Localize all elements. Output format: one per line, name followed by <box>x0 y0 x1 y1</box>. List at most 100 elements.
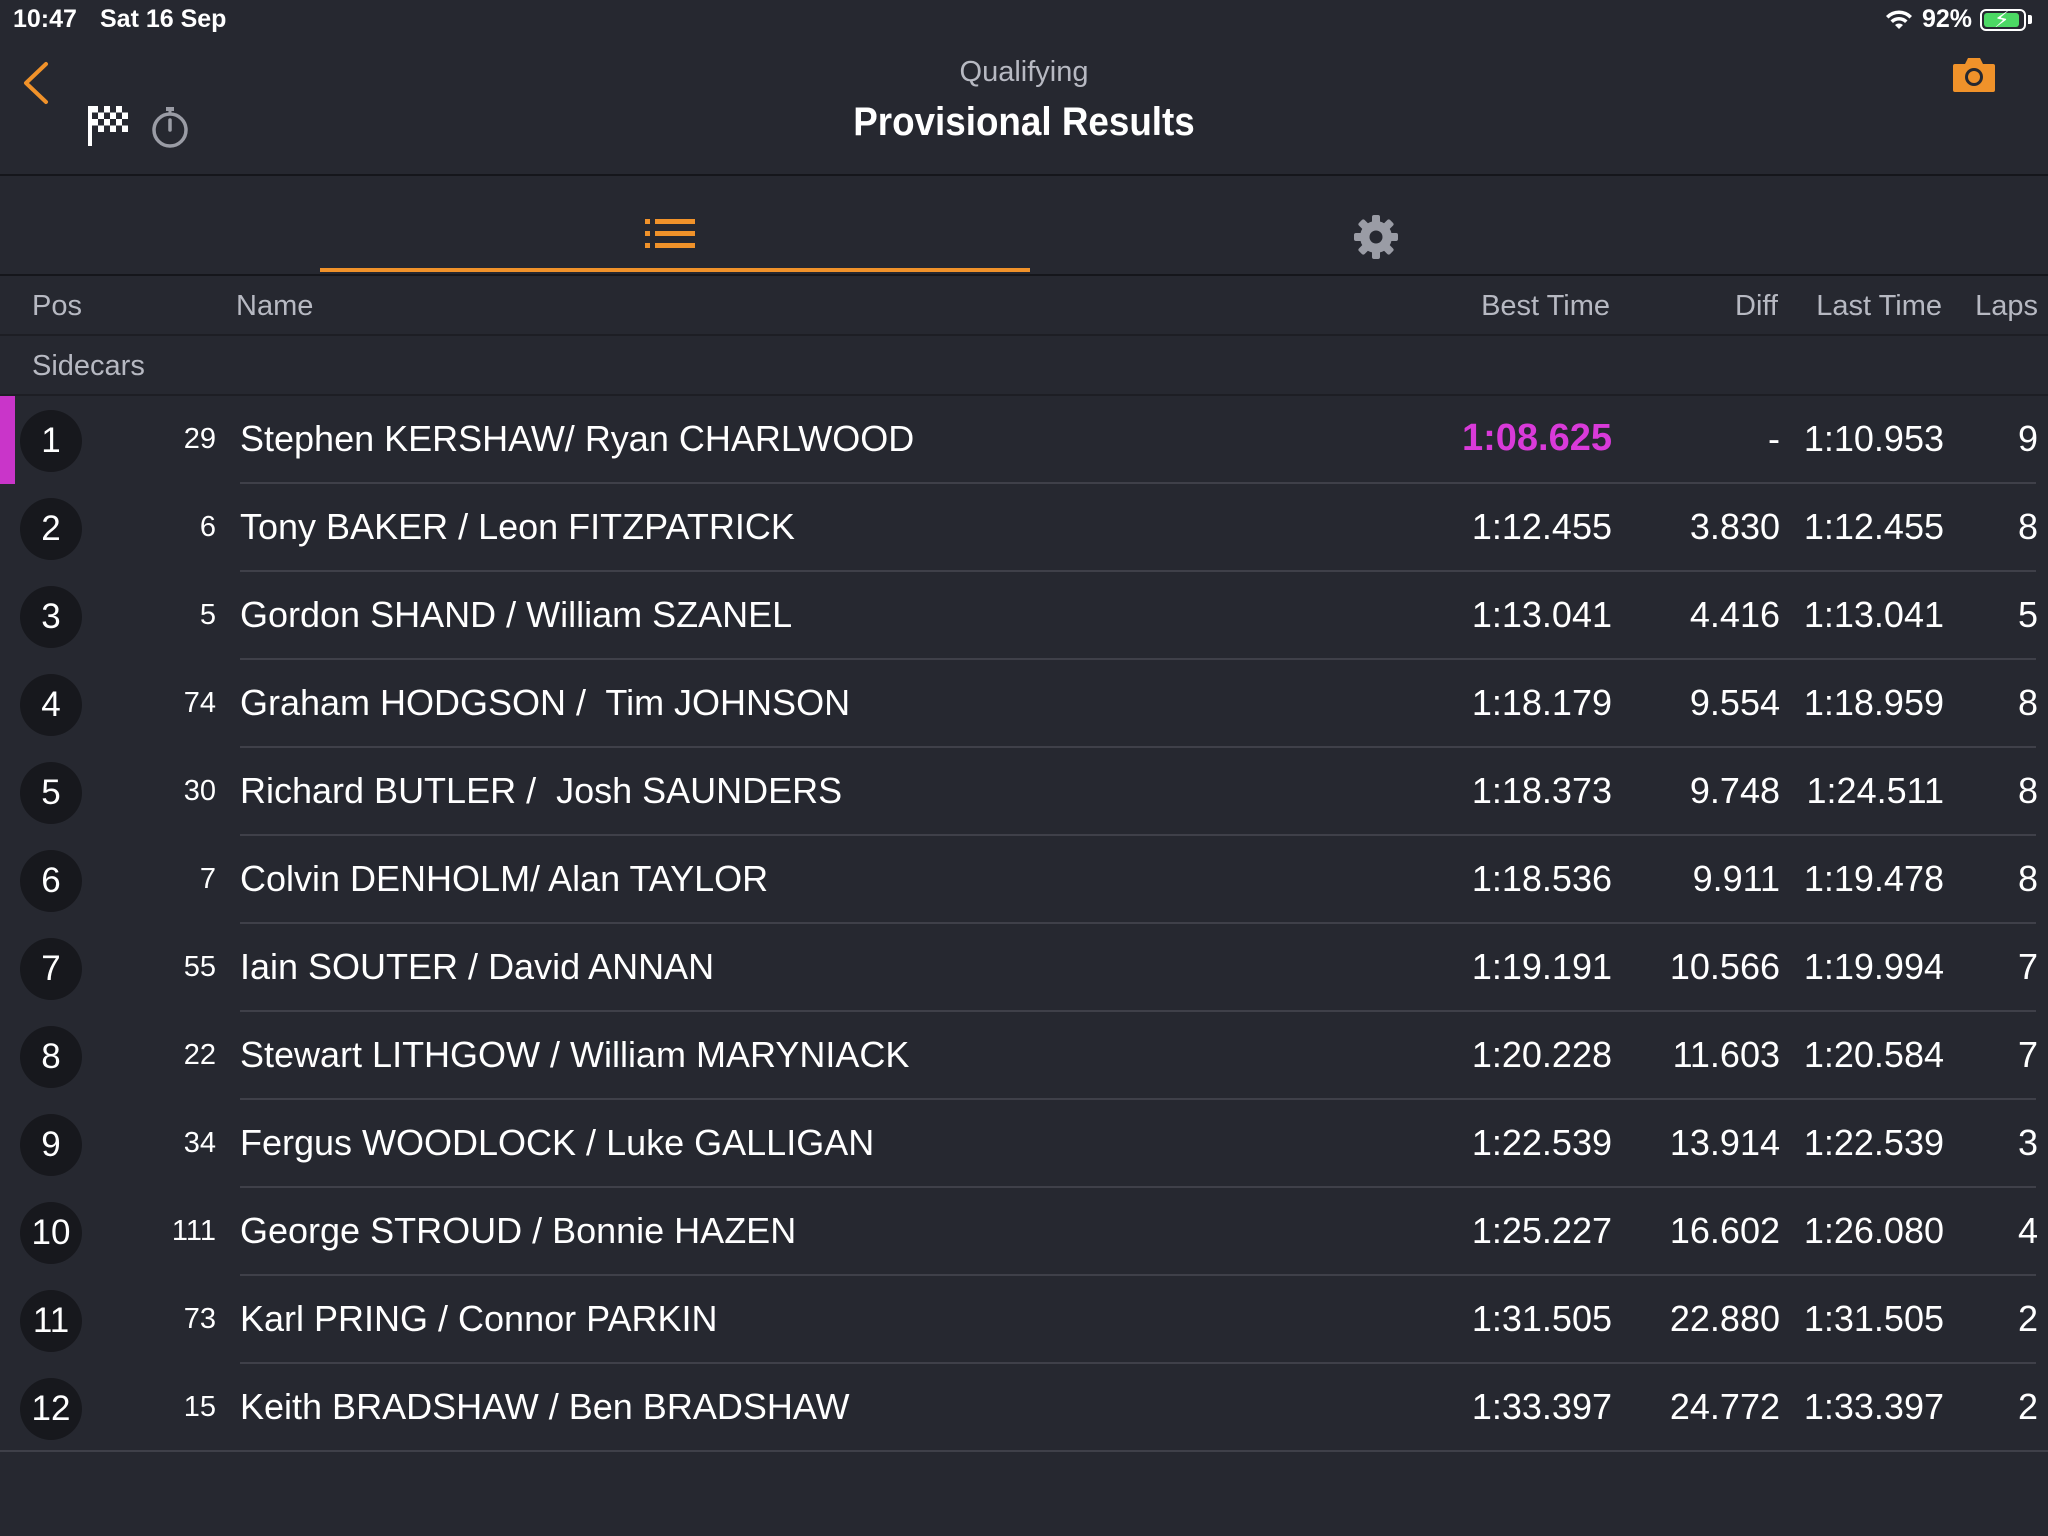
race-number: 34 <box>183 1127 216 1159</box>
race-number: 15 <box>183 1391 216 1423</box>
position-badge: 5 <box>20 762 82 824</box>
gap-diff: 9.748 <box>1689 770 1780 811</box>
col-diff: Diff <box>1735 290 1778 322</box>
page-title: Provisional Results <box>853 100 1195 144</box>
position-badge: 9 <box>20 1114 82 1176</box>
result-row[interactable]: 4 74 Graham HODGSON / Tim JOHNSON 1:18.1… <box>0 660 2048 748</box>
race-number: 6 <box>199 511 216 543</box>
fastest-marker <box>0 396 15 484</box>
col-best-time: Best Time <box>1481 290 1610 322</box>
last-time: 1:19.478 <box>1803 858 1944 899</box>
best-time: 1:18.179 <box>1471 682 1612 723</box>
result-row[interactable]: 9 34 Fergus WOODLOCK / Luke GALLIGAN 1:2… <box>0 1100 2048 1188</box>
back-button[interactable] <box>18 60 58 106</box>
last-time: 1:12.455 <box>1803 506 1944 547</box>
last-time: 1:20.584 <box>1803 1034 1944 1075</box>
result-row[interactable]: 12 15 Keith BRADSHAW / Ben BRADSHAW 1:33… <box>0 1364 2048 1452</box>
race-number: 7 <box>199 863 216 895</box>
best-time: 1:20.228 <box>1471 1034 1612 1075</box>
nav-header: Qualifying Provisional Results <box>0 40 2048 176</box>
stopwatch-icon[interactable] <box>148 104 192 150</box>
col-pos: Pos <box>32 290 82 322</box>
position-badge: 12 <box>20 1378 82 1440</box>
lap-count: 5 <box>2017 594 2038 635</box>
result-row[interactable]: 2 6 Tony BAKER / Leon FITZPATRICK 1:12.4… <box>0 484 2048 572</box>
class-name: Sidecars <box>32 350 145 382</box>
result-row[interactable]: 10 111 George STROUD / Bonnie HAZEN 1:25… <box>0 1188 2048 1276</box>
tab-settings[interactable] <box>1030 176 1720 272</box>
checkered-flag-icon[interactable] <box>86 102 132 148</box>
rider-names: Gordon SHAND / William SZANEL <box>240 594 793 635</box>
results-table: 1 29 Stephen KERSHAW/ Ryan CHARLWOOD 1:0… <box>0 396 2048 1452</box>
lap-count: 3 <box>2017 1122 2038 1163</box>
result-row[interactable]: 7 55 Iain SOUTER / David ANNAN 1:19.191 … <box>0 924 2048 1012</box>
result-row[interactable]: 3 5 Gordon SHAND / William SZANEL 1:13.0… <box>0 572 2048 660</box>
rider-names: Iain SOUTER / David ANNAN <box>240 946 715 987</box>
gap-diff: 9.911 <box>1692 858 1780 899</box>
result-row[interactable]: 1 29 Stephen KERSHAW/ Ryan CHARLWOOD 1:0… <box>0 396 2048 484</box>
position-badge: 10 <box>20 1202 82 1264</box>
results-column-header: Pos Name Best Time Diff Last Time Laps <box>0 276 2048 336</box>
last-time: 1:26.080 <box>1803 1210 1944 1251</box>
position-badge: 11 <box>20 1290 82 1352</box>
rider-names: Graham HODGSON / Tim JOHNSON <box>240 682 851 723</box>
rider-names: Karl PRING / Connor PARKIN <box>240 1298 718 1339</box>
last-time: 1:24.511 <box>1806 770 1944 811</box>
status-bar: 10:47 Sat 16 Sep 92% ⚡ <box>0 0 2048 40</box>
status-date: Sat 16 Sep <box>100 5 227 33</box>
battery-percent: 92% <box>1921 5 1972 33</box>
gap-diff: 22.880 <box>1669 1298 1780 1339</box>
lap-count: 4 <box>2017 1210 2038 1251</box>
gap-diff: 4.416 <box>1689 594 1780 635</box>
best-time: 1:31.505 <box>1471 1298 1612 1339</box>
last-time: 1:10.953 <box>1803 418 1944 459</box>
rider-names: Stewart LITHGOW / William MARYNIACK <box>240 1034 910 1075</box>
result-row[interactable]: 6 7 Colvin DENHOLM/ Alan TAYLOR 1:18.536… <box>0 836 2048 924</box>
rider-names: Richard BUTLER / Josh SAUNDERS <box>240 770 843 811</box>
lap-count: 7 <box>2017 1034 2038 1075</box>
position-badge: 4 <box>20 674 82 736</box>
lap-count: 7 <box>2017 946 2038 987</box>
last-time: 1:31.505 <box>1803 1298 1944 1339</box>
rider-names: Tony BAKER / Leon FITZPATRICK <box>240 506 795 547</box>
battery-icon: ⚡ <box>1980 7 2026 32</box>
race-number: 22 <box>183 1039 216 1071</box>
gap-diff: 24.772 <box>1669 1386 1780 1427</box>
best-time: 1:19.191 <box>1471 946 1612 987</box>
gap-diff: 16.602 <box>1669 1210 1780 1251</box>
rider-names: Fergus WOODLOCK / Luke GALLIGAN <box>240 1122 875 1163</box>
tab-results-list[interactable] <box>320 176 1030 272</box>
chevron-left-icon <box>24 62 48 104</box>
result-row[interactable]: 8 22 Stewart LITHGOW / William MARYNIACK… <box>0 1012 2048 1100</box>
best-time: 1:33.397 <box>1471 1386 1612 1427</box>
tab-bar <box>0 176 2048 276</box>
rider-names: Colvin DENHOLM/ Alan TAYLOR <box>240 858 769 899</box>
race-number: 29 <box>183 423 216 455</box>
best-time: 1:18.536 <box>1471 858 1612 899</box>
gap-diff: 13.914 <box>1669 1122 1780 1163</box>
class-group-header: Sidecars <box>0 336 2048 396</box>
last-time: 1:33.397 <box>1803 1386 1944 1427</box>
best-time: 1:18.373 <box>1471 770 1612 811</box>
status-right: 92% ⚡ <box>1884 5 2032 34</box>
wifi-icon <box>1885 9 1912 29</box>
race-number: 74 <box>183 687 216 719</box>
last-time: 1:19.994 <box>1803 946 1944 987</box>
race-number: 55 <box>183 951 216 983</box>
position-badge: 3 <box>20 586 82 648</box>
position-badge: 2 <box>20 498 82 560</box>
lap-count: 9 <box>2017 418 2038 459</box>
gap-diff: 11.603 <box>1672 1034 1780 1075</box>
status-time: 10:47 <box>13 5 77 33</box>
gap-diff: 10.566 <box>1669 946 1780 987</box>
rider-names: Stephen KERSHAW/ Ryan CHARLWOOD <box>240 418 915 459</box>
lap-count: 2 <box>2017 1386 2038 1427</box>
lap-count: 8 <box>2017 858 2038 899</box>
result-row[interactable]: 5 30 Richard BUTLER / Josh SAUNDERS 1:18… <box>0 748 2048 836</box>
position-badge: 7 <box>20 938 82 1000</box>
lap-count: 8 <box>2017 770 2038 811</box>
camera-icon <box>1953 58 1995 92</box>
result-row[interactable]: 11 73 Karl PRING / Connor PARKIN 1:31.50… <box>0 1276 2048 1364</box>
camera-button[interactable] <box>1951 54 1997 94</box>
race-number: 73 <box>183 1303 216 1335</box>
